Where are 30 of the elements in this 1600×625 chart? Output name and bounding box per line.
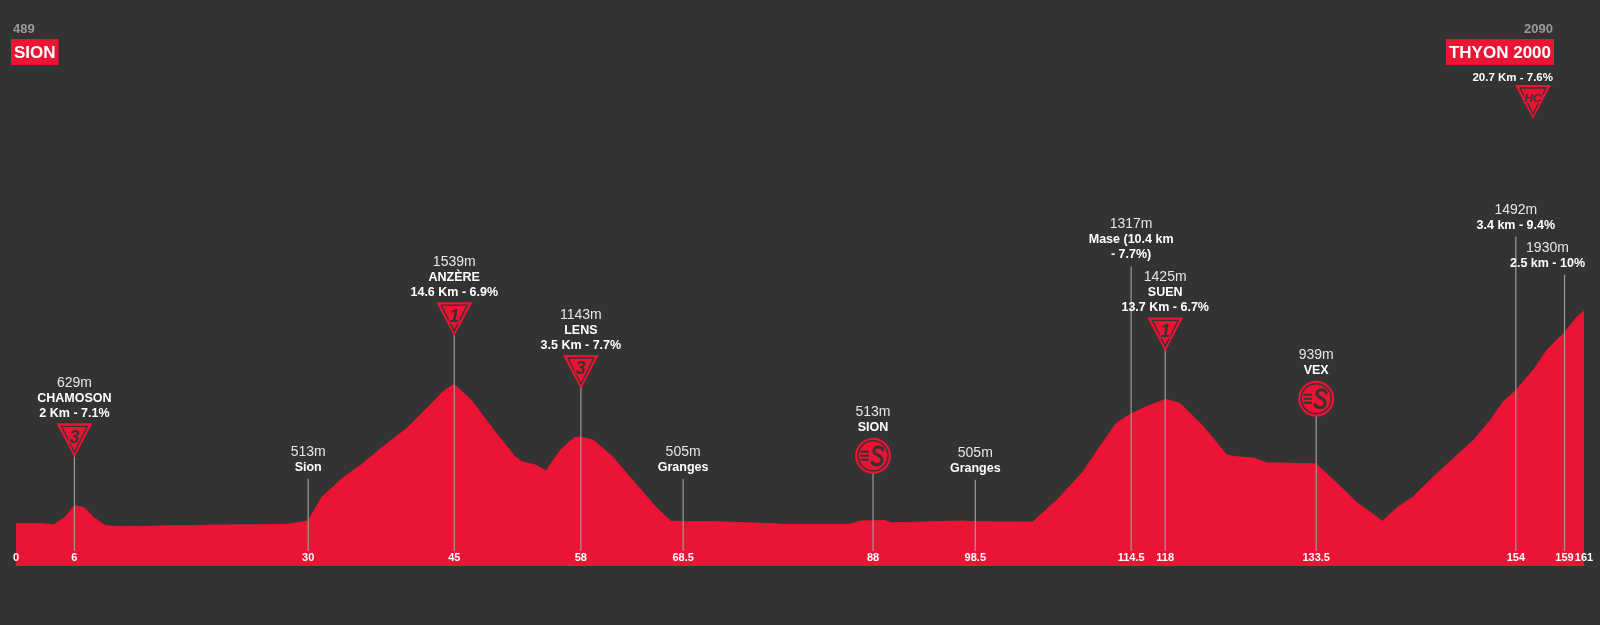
x-tick-label: 133.5 — [1302, 550, 1330, 563]
ref-line-label: 1930m 2.5 km - 10% — [1509, 238, 1585, 270]
x-tick-label: 159 — [1555, 550, 1574, 563]
text: HC — [1524, 91, 1542, 105]
x-tick-label: 68.5 — [672, 550, 694, 563]
x-tick-label: 114.5 — [1117, 550, 1145, 563]
x-tick-label: 6 — [71, 550, 78, 563]
ref-line-label: 629m CHAMOSON 2 Km - 7.1% 3 — [37, 374, 112, 447]
ref-line-label: 1539m ANZÈRE 14.6 Km - 6.9% 1 — [410, 253, 499, 326]
x-tick-label: 118 — [1156, 550, 1175, 563]
x-tick-label: 45 — [448, 550, 461, 563]
ref-line-label: 513m SION — [855, 402, 891, 434]
x-tick-label: 58 — [574, 550, 587, 563]
text: 2090 — [1524, 21, 1553, 36]
text: 20.7 Km - 7.6% — [1472, 71, 1553, 83]
x-tick-label: 98.5 — [964, 550, 987, 563]
ref-line-label: 1143m LENS 3.5 Km - 7.7% 3 — [540, 305, 622, 379]
ref-line-label: 939m VEX — [1298, 345, 1334, 377]
text: 489 — [13, 21, 35, 36]
ref-line-label: 505m Granges — [657, 443, 709, 475]
ref-line-label: 1425m SUEN 13.7 Km - 6.7% 1 — [1121, 268, 1209, 341]
ref-line-label: 1317m Mase (10.4 km - 7.7%) — [1088, 215, 1174, 262]
x-tick-label: 161 — [1574, 550, 1594, 563]
x-tick-label: 154 — [1506, 550, 1526, 563]
ref-line-label: 513m Sion — [290, 442, 326, 474]
ref-line-label: 1492m 3.4 km - 9.4% — [1476, 200, 1556, 232]
x-tick-label: 30 — [302, 550, 315, 563]
x-tick-label: 0 — [12, 550, 20, 563]
x-tick-label: 88 — [866, 550, 880, 563]
ref-line-label: 505m Granges — [949, 443, 1001, 475]
